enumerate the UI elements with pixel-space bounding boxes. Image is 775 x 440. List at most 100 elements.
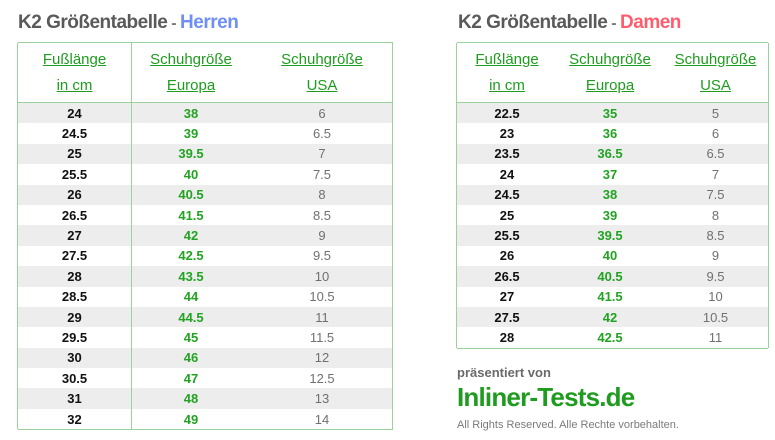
men-header-eu-size-line2: Europa xyxy=(166,77,216,95)
men-cell-us-size: 7.5 xyxy=(312,166,332,182)
women-cell-us-size: 7.5 xyxy=(706,187,725,203)
men-header-us-size-line1: Schuhgröße xyxy=(281,50,363,68)
men-cell-foot-length: 30.5 xyxy=(61,370,88,386)
women-cell-eu-size: 42.5 xyxy=(597,329,623,345)
women-table-border xyxy=(456,43,457,348)
men-cell-us-size: 11.5 xyxy=(309,329,335,345)
table-row: 32 49 14 xyxy=(18,409,393,429)
women-cell-us-size: 8 xyxy=(711,207,720,223)
table-row: 24.5 39 6.5 xyxy=(18,123,393,143)
women-cell-eu-size: 38 xyxy=(602,187,618,203)
men-cell-foot-length: 25.5 xyxy=(61,166,88,182)
men-cell-us-size: 12.5 xyxy=(309,370,335,386)
women-cell-us-size: 6.5 xyxy=(706,146,725,162)
men-cell-eu-size: 49 xyxy=(183,411,199,427)
table-row: 25.5 39.5 8.5 xyxy=(457,225,768,246)
women-table-body: 22.5 35 5 23 36 6 23.5 36.5 6.5 24 37 7 24.5 38 7.5 25 3… xyxy=(457,103,768,348)
women-header-foot-length-line2: in cm xyxy=(489,77,525,95)
men-cell-foot-length: 29 xyxy=(67,309,82,325)
women-cell-eu-size: 40 xyxy=(602,248,618,264)
men-cell-eu-size: 47 xyxy=(183,370,199,386)
women-header-us-size-line2: USA xyxy=(700,77,731,95)
table-row: 28.5 44 10.5 xyxy=(18,287,393,307)
women-cell-eu-size: 37 xyxy=(602,166,618,182)
men-cell-foot-length: 29.5 xyxy=(61,329,88,345)
men-title-separator: - xyxy=(167,15,181,32)
men-table-border xyxy=(131,43,132,430)
women-table-title: K2 Größentabelle - Damen xyxy=(458,12,681,34)
women-cell-us-size: 11 xyxy=(708,329,723,345)
men-cell-foot-length: 28.5 xyxy=(61,289,88,305)
women-cell-us-size: 5 xyxy=(711,105,720,121)
women-header-foot-length: Fußlänge in cm xyxy=(457,43,557,102)
copyright-notice: All Rights Reserved. Alle Rechte vorbeha… xyxy=(457,419,679,431)
men-table-header: Fußlänge in cm Schuhgröße Europa Schuhgröße U… xyxy=(18,43,393,103)
women-cell-us-size: 10 xyxy=(708,289,723,305)
men-cell-eu-size: 46 xyxy=(183,350,199,366)
men-cell-foot-length: 26.5 xyxy=(61,207,88,223)
table-row: 27 41.5 10 xyxy=(457,287,768,307)
men-cell-foot-length: 27.5 xyxy=(61,248,88,264)
table-row: 30 46 12 xyxy=(18,347,393,369)
women-header-eu-size-line1: Schuhgröße xyxy=(569,50,651,68)
men-table-border xyxy=(17,43,18,430)
men-table-border xyxy=(392,43,393,430)
women-header-foot-length-line1: Fußlänge xyxy=(475,50,539,68)
table-row: 29.5 45 11.5 xyxy=(18,327,393,347)
men-cell-us-size: 8.5 xyxy=(312,207,332,223)
men-title-main: K2 Größentabelle xyxy=(18,12,168,33)
table-row: 25 39.5 7 xyxy=(18,143,393,165)
men-cell-eu-size: 43.5 xyxy=(178,268,204,284)
men-cell-us-size: 10.5 xyxy=(309,289,335,305)
men-title-gender: Herren xyxy=(180,12,239,33)
table-row: 28 42.5 11 xyxy=(457,327,768,347)
men-cell-eu-size: 38 xyxy=(183,105,199,121)
women-title-main: K2 Größentabelle xyxy=(458,12,608,33)
women-cell-eu-size: 39 xyxy=(602,207,618,223)
women-header-eu-size-line2: Europa xyxy=(585,77,635,95)
men-cell-eu-size: 39 xyxy=(183,126,199,142)
men-cell-us-size: 8 xyxy=(318,187,326,203)
table-row: 31 48 13 xyxy=(18,388,393,409)
men-header-foot-length-line2: in cm xyxy=(56,77,93,95)
table-row: 28 43.5 10 xyxy=(18,266,393,287)
men-cell-foot-length: 31 xyxy=(67,391,82,407)
men-header-us-size: Schuhgröße USA xyxy=(251,43,393,102)
women-cell-us-size: 9.5 xyxy=(706,268,725,284)
men-cell-eu-size: 45 xyxy=(183,329,199,345)
men-cell-eu-size: 44.5 xyxy=(178,309,204,325)
women-table-header: Fußlänge in cm Schuhgröße Europa Schuhgröße U… xyxy=(457,43,768,103)
men-cell-us-size: 11 xyxy=(315,309,329,325)
men-cell-eu-size: 39.5 xyxy=(178,146,204,162)
women-cell-eu-size: 36 xyxy=(602,126,618,142)
table-row: 26 40 9 xyxy=(457,246,768,266)
women-title-separator: - xyxy=(607,15,621,32)
women-cell-foot-length: 27 xyxy=(499,289,515,305)
brand-logo-text: Inliner-Tests.de xyxy=(457,382,635,412)
men-header-foot-length: Fußlänge in cm xyxy=(18,43,131,102)
table-row: 24 37 7 xyxy=(457,164,768,184)
men-table-title: K2 Größentabelle - Herren xyxy=(18,12,239,34)
table-row: 26 40.5 8 xyxy=(18,184,393,205)
women-cell-foot-length: 23.5 xyxy=(494,146,520,162)
women-cell-foot-length: 26.5 xyxy=(494,268,520,284)
men-cell-eu-size: 40.5 xyxy=(178,187,204,203)
women-cell-eu-size: 36.5 xyxy=(597,146,623,162)
men-cell-us-size: 7 xyxy=(318,146,326,162)
women-cell-foot-length: 26 xyxy=(499,248,515,264)
women-table-border xyxy=(768,43,769,348)
women-header-eu-size: Schuhgröße Europa xyxy=(557,43,663,102)
women-title-gender: Damen xyxy=(620,12,681,33)
women-cell-foot-length: 25.5 xyxy=(494,228,520,244)
men-cell-us-size: 9.5 xyxy=(312,248,332,264)
table-row: 25 39 8 xyxy=(457,205,768,225)
women-cell-us-size: 10.5 xyxy=(702,309,729,325)
women-cell-foot-length: 24.5 xyxy=(494,187,520,203)
table-row: 26.5 40.5 9.5 xyxy=(457,266,768,287)
men-table-body: 24 38 6 24.5 39 6.5 25 39.5 7 25.5 40 7.5 26 40.5 8 26.… xyxy=(18,103,393,429)
women-cell-eu-size: 42 xyxy=(602,309,618,325)
table-row: 23.5 36.5 6.5 xyxy=(457,143,768,165)
men-cell-foot-length: 26 xyxy=(67,187,82,203)
table-row: 24 38 6 xyxy=(18,103,393,124)
men-cell-foot-length: 30 xyxy=(67,350,82,366)
